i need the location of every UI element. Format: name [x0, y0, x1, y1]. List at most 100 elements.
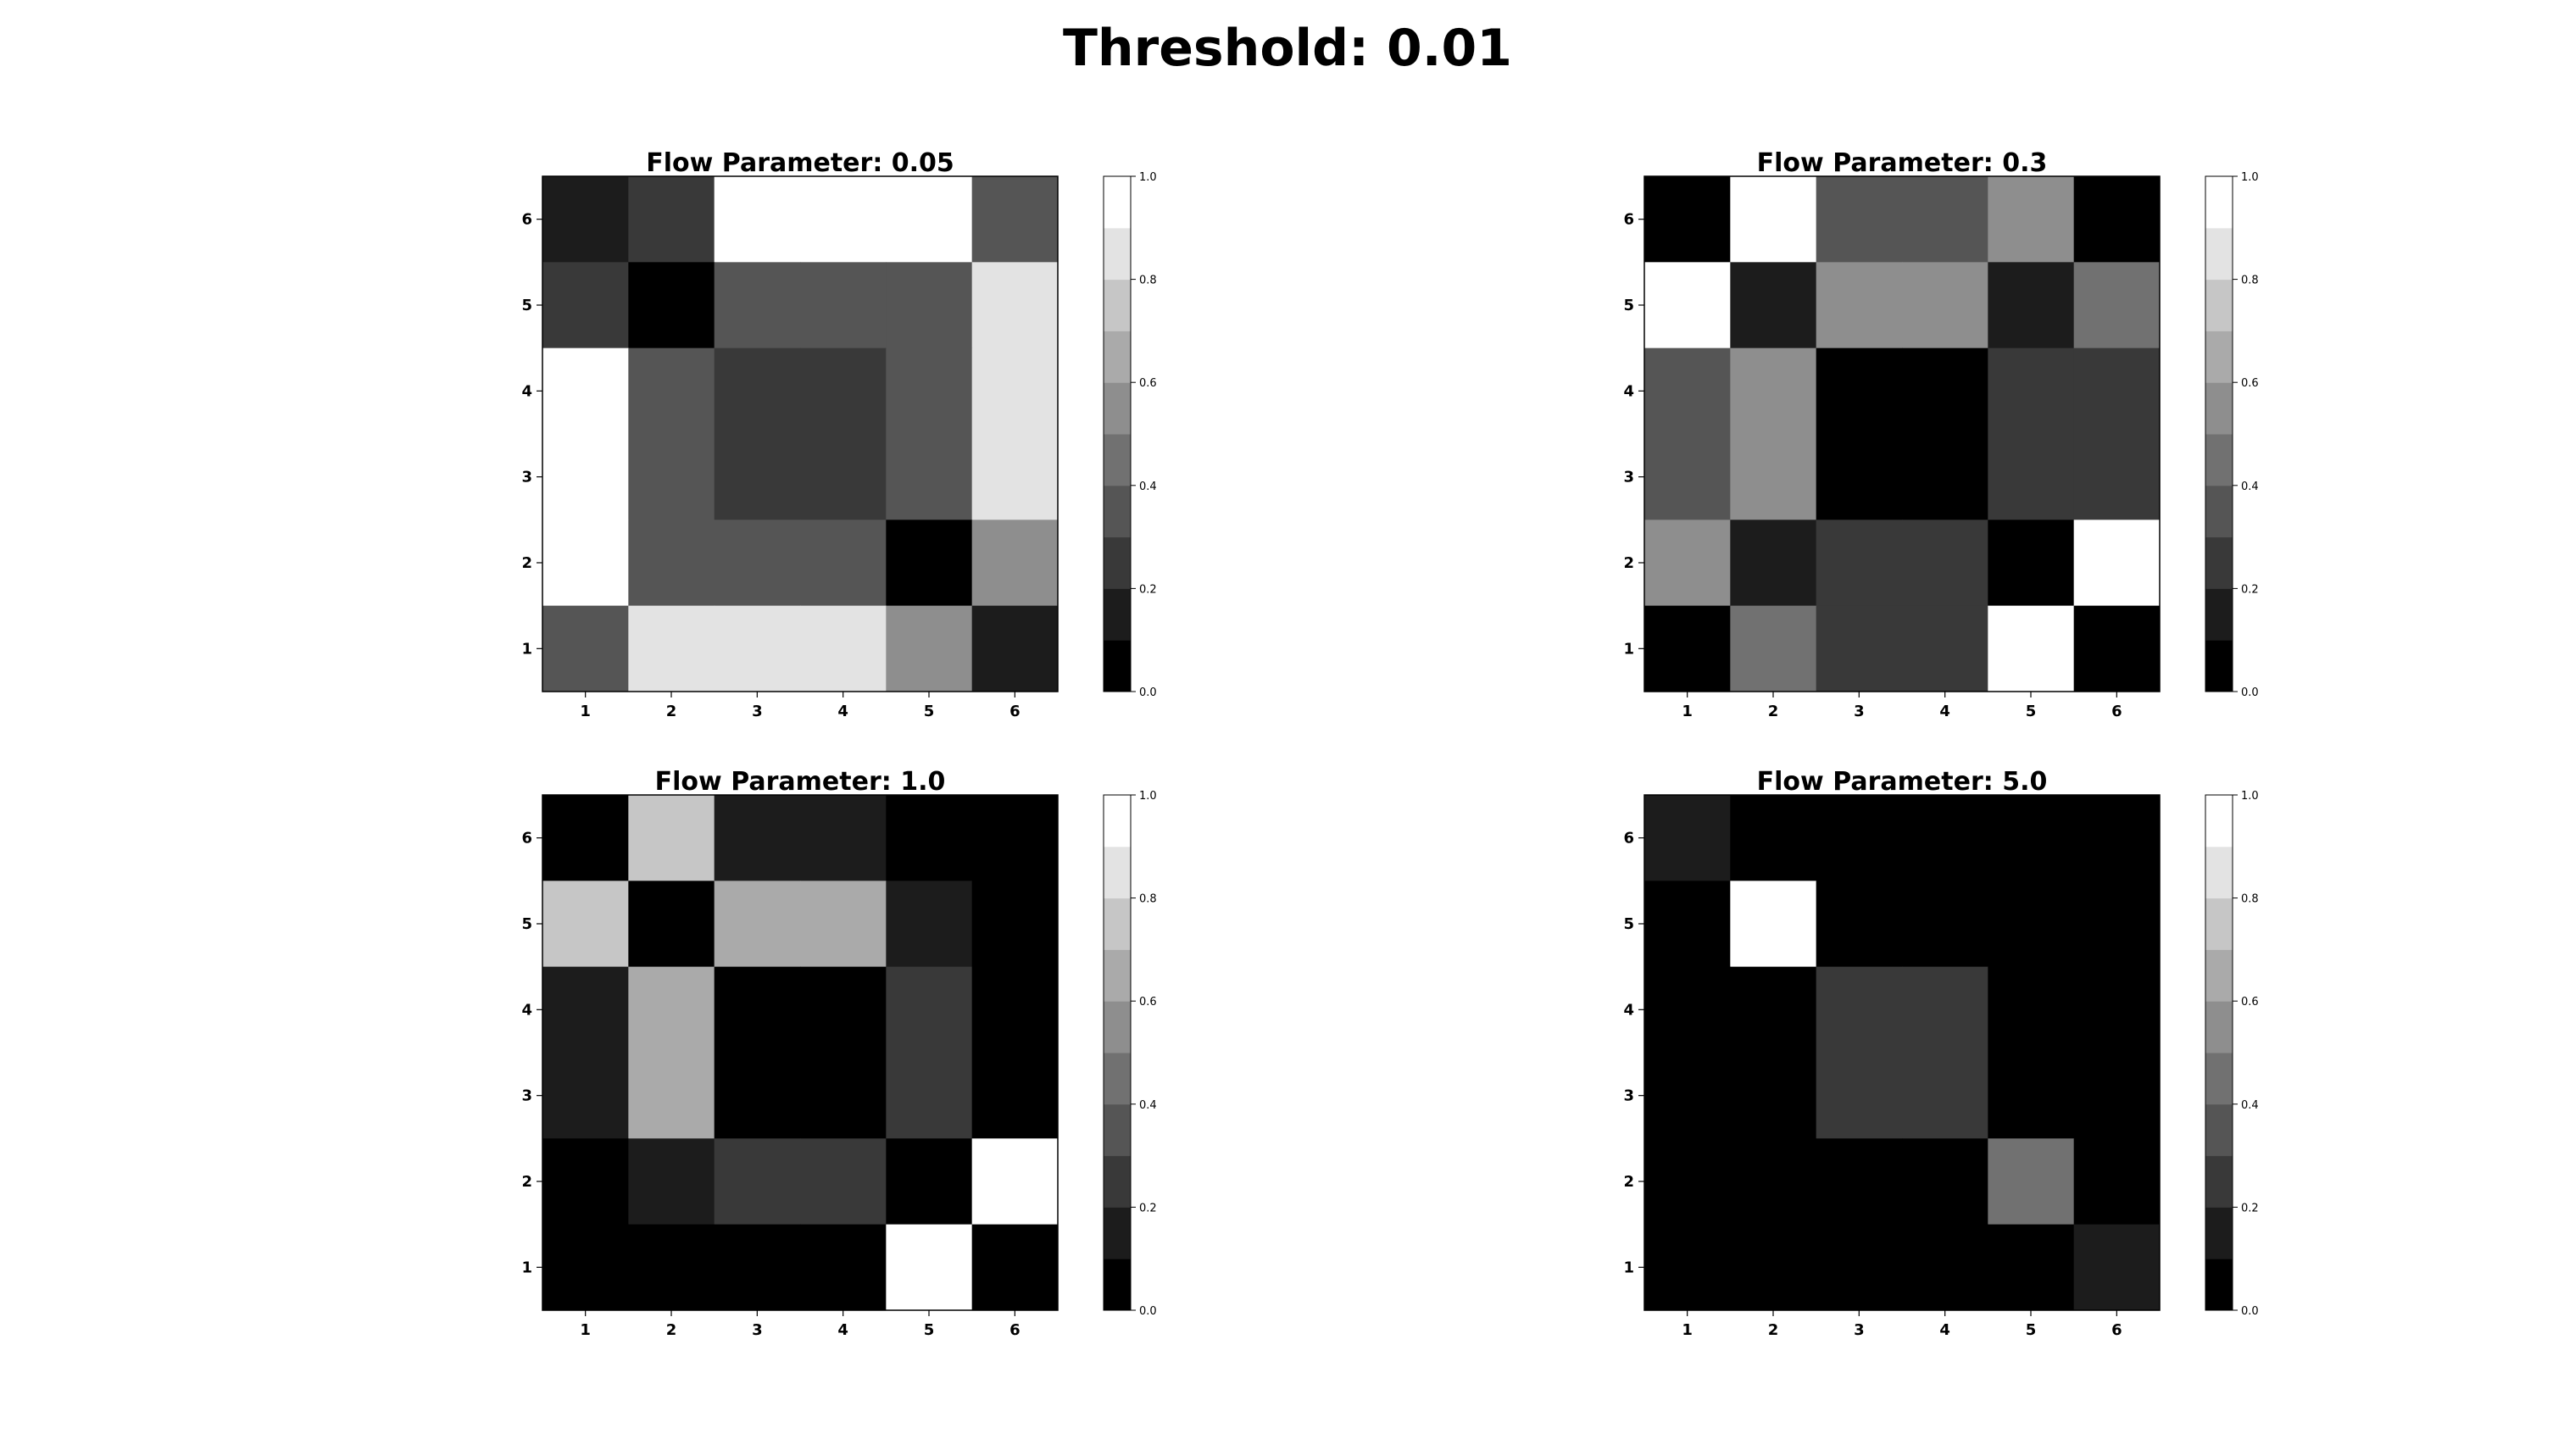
heatmap-cell: [628, 1053, 715, 1139]
heatmap-cell: [800, 434, 887, 520]
heatmap-cell: [800, 966, 887, 1053]
heatmap-cell: [1816, 966, 1903, 1053]
heatmap-cell: [2073, 1224, 2161, 1311]
panel-title: Flow Parameter: 5.0: [1757, 767, 2048, 797]
y-tick-label: 5: [521, 297, 532, 314]
heatmap-cell: [1902, 262, 1988, 349]
colorbar-segment: [1104, 485, 1131, 538]
heatmap-cell: [542, 520, 629, 607]
heatmap-cell: [886, 1053, 973, 1139]
y-tick-label: 2: [1623, 1173, 1634, 1191]
heatmap-cell: [1644, 1053, 1731, 1139]
colorbar-segment: [2205, 1053, 2233, 1105]
heatmap-cell: [1644, 434, 1731, 520]
heatmap-cell: [1644, 262, 1731, 349]
y-tick-label: 3: [1623, 469, 1634, 486]
y-tick-label: 6: [521, 211, 532, 229]
colorbar-segment: [2205, 227, 2233, 281]
heatmap-cell: [628, 262, 715, 349]
heatmap-cell: [1988, 1224, 2075, 1311]
x-tick-label: 3: [1854, 703, 1865, 720]
heatmap-cell: [2073, 347, 2161, 435]
colorbar-segment: [2205, 897, 2233, 950]
axes-frame: [542, 175, 1059, 692]
colorbar: 0.0 0.2 0.4 0.6 0.8 1.0: [2205, 171, 2259, 699]
colorbar: 0.0 0.2 0.4 0.6 0.8 1.0: [1103, 790, 1157, 1318]
heatmap-panel: Flow Parameter: 1.0 1 2 3 4 5 6 1 2 3 4 5 6 0.0 0.2 0.4…: [521, 767, 1156, 1339]
heatmap-cell: [714, 176, 801, 263]
colorbar-tick-label: 0.2: [2241, 583, 2259, 596]
heatmap-cell: [886, 434, 973, 520]
x-tick-label: 6: [2111, 703, 2122, 720]
y-tick-label: 5: [521, 915, 532, 933]
colorbar-segment: [1104, 536, 1131, 589]
heatmap-cell: [971, 605, 1059, 692]
colorbar-segment: [1104, 795, 1131, 847]
colorbar-segment: [1104, 1001, 1131, 1053]
heatmap-cell: [1730, 520, 1817, 607]
heatmap-cell: [1988, 347, 2075, 435]
heatmap-cell: [1816, 881, 1903, 968]
colorbar-tick-label: 0.2: [2241, 1202, 2259, 1214]
heatmap-cell: [886, 1224, 973, 1311]
heatmap-cell: [1644, 881, 1731, 968]
heatmap-cell: [1730, 795, 1817, 881]
heatmap-cell: [886, 881, 973, 968]
heatmap-cell: [800, 881, 887, 968]
x-tick-label: 5: [924, 1321, 935, 1339]
heatmap-cell: [1730, 434, 1817, 520]
heatmap-cell: [714, 1053, 801, 1139]
colorbar-tick-label: 1.0: [1139, 790, 1157, 803]
heatmap-cell: [886, 347, 973, 435]
colorbar-tick-label: 0.8: [1139, 275, 1157, 287]
y-tick-label: 4: [1623, 382, 1634, 400]
colorbar-segment: [1104, 1259, 1131, 1311]
heatmap-cell: [800, 262, 887, 349]
heatmap-cell: [1816, 1053, 1903, 1139]
colorbar-tick-label: 0.0: [1139, 686, 1157, 699]
x-tick-label: 2: [666, 1321, 677, 1339]
heatmap-cell: [886, 795, 973, 881]
heatmap-cell: [714, 1224, 801, 1311]
colorbar-frame: [1103, 794, 1132, 1311]
heatmap-cell: [1816, 434, 1903, 520]
colorbar-tick-label: 0.2: [1139, 1202, 1157, 1214]
colorbar-segment: [2205, 176, 2233, 229]
colorbar-tick-label: 0.4: [2241, 481, 2259, 493]
colorbar-segment: [1104, 897, 1131, 950]
colorbar-segment: [1104, 846, 1131, 899]
heatmap-cell: [886, 605, 973, 692]
colorbar-segment: [1104, 949, 1131, 1002]
heatmap-cell: [628, 881, 715, 968]
colorbar-frame: [2205, 794, 2233, 1311]
x-tick-label: 5: [924, 703, 935, 720]
colorbar-segment: [1104, 1207, 1131, 1259]
heatmap-cell: [800, 520, 887, 607]
heatmap-cell: [1730, 1053, 1817, 1139]
colorbar-segment: [2205, 485, 2233, 538]
heatmap-cell: [714, 347, 801, 435]
heatmap-cell: [1730, 176, 1817, 263]
y-tick-label: 4: [1623, 1001, 1634, 1019]
y-tick-label: 6: [1623, 211, 1634, 229]
x-tick-label: 2: [1768, 1321, 1779, 1339]
colorbar-segment: [2205, 536, 2233, 589]
x-tick-label: 1: [1682, 703, 1693, 720]
heatmap-cell: [1902, 434, 1988, 520]
y-tick-label: 1: [521, 640, 532, 658]
heatmap-panel: Flow Parameter: 5.0 1 2 3 4 5 6 1 2 3 4 5 6 0.0 0.2 0.4…: [1623, 767, 2258, 1339]
x-tick-label: 3: [1854, 1321, 1865, 1339]
colorbar-frame: [2205, 175, 2233, 692]
heatmap-cell: [628, 966, 715, 1053]
heatmap-cell: [1988, 1138, 2075, 1225]
heatmap-cell: [714, 881, 801, 968]
colorbar-segment: [2205, 434, 2233, 486]
heatmap-cell: [714, 520, 801, 607]
heatmap-cell: [1644, 966, 1731, 1053]
heatmap-cell: [1816, 1224, 1903, 1311]
heatmap-cell: [714, 1138, 801, 1225]
heatmap-cell: [628, 176, 715, 263]
colorbar-tick-label: 0.4: [1139, 481, 1157, 493]
colorbar-tick-label: 0.6: [2241, 996, 2259, 1009]
heatmap-cell: [800, 1224, 887, 1311]
